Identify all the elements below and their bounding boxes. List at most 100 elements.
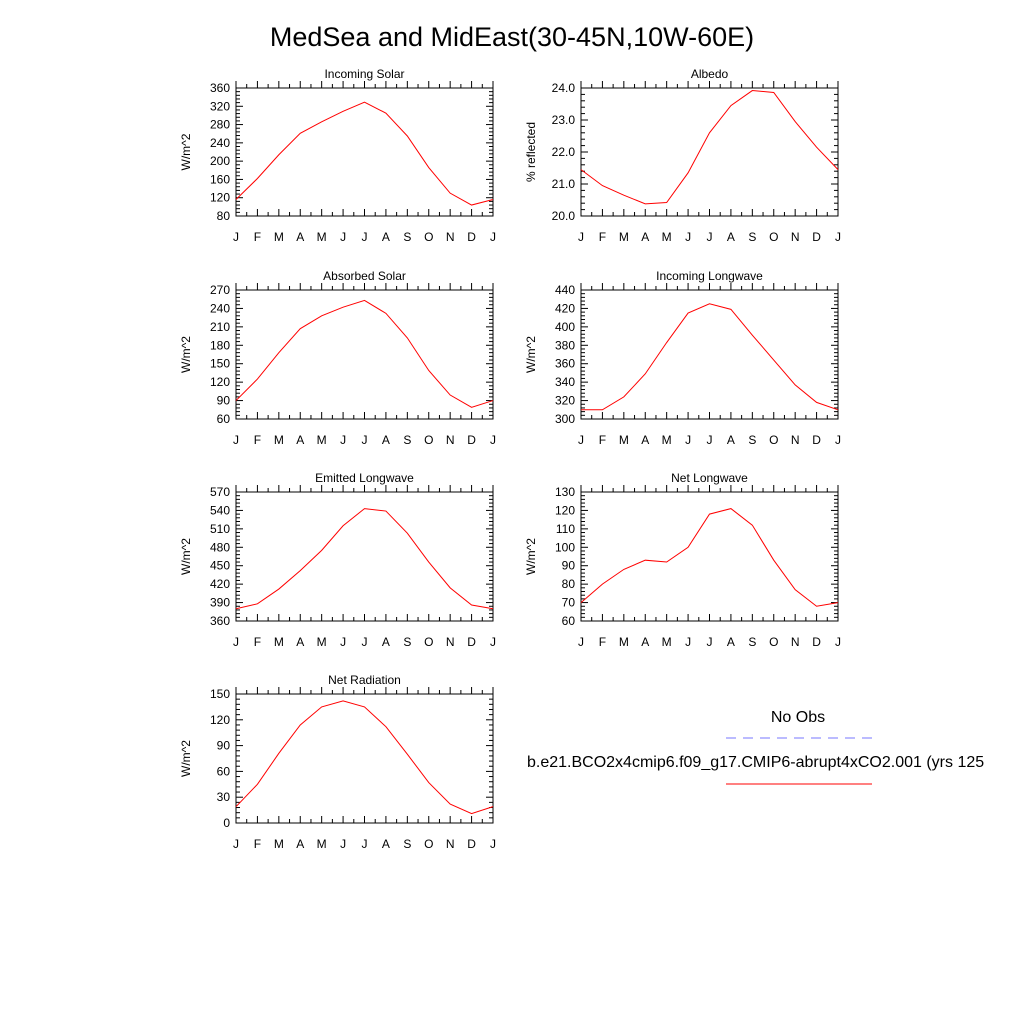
plot-frame [235, 693, 494, 824]
y-tick-label: 450 [210, 559, 230, 573]
x-tick-label: J [340, 433, 346, 447]
y-tick-label: 120 [210, 713, 230, 727]
panel: J F M A M J J A S O N D J360390420450480510540570Emi… [179, 471, 496, 649]
series-line [235, 508, 494, 610]
x-tick-label: M [274, 230, 284, 244]
y-tick-label: 60 [562, 614, 576, 628]
x-tick-label: J [685, 230, 691, 244]
x-tick-label: J [233, 230, 239, 244]
x-tick-label: A [382, 635, 390, 649]
x-tick-label: J [578, 230, 584, 244]
x-tick-label: F [599, 230, 606, 244]
y-axis-label: W/m^2 [179, 336, 193, 373]
plot-frame [235, 87, 494, 217]
x-tick-label: M [619, 433, 629, 447]
y-tick-label: 300 [555, 412, 575, 426]
y-tick-label: 390 [210, 596, 230, 610]
x-tick-label: M [274, 837, 284, 851]
x-tick-label: F [254, 635, 261, 649]
x-tick-label: N [791, 433, 800, 447]
y-tick-label: 280 [210, 118, 230, 132]
panel-title: Albedo [691, 67, 729, 81]
y-tick-label: 0 [223, 816, 230, 830]
y-tick-label: 120 [210, 375, 230, 389]
y-tick-label: 110 [556, 522, 575, 536]
x-tick-label: M [662, 635, 672, 649]
y-tick-label: 440 [555, 283, 575, 297]
panel: J F M A M J J A S O N D J300320340360380400420440Inc… [524, 269, 841, 447]
panel: J F M A M J J A S O N D J6090120150180210240270Absor… [179, 269, 496, 447]
y-tick-label: 80 [217, 209, 231, 223]
y-axis-label: W/m^2 [179, 538, 193, 575]
y-tick-label: 90 [217, 394, 231, 408]
y-tick-label: 100 [555, 540, 575, 554]
x-tick-label: N [446, 837, 455, 851]
legend-model-label: b.e21.BCO2x4cmip6.f09_g17.CMIP6-abrupt4x… [527, 754, 984, 771]
y-tick-label: 540 [210, 503, 230, 517]
x-tick-label: J [578, 433, 584, 447]
y-tick-label: 420 [555, 301, 575, 315]
x-tick-label: J [490, 230, 496, 244]
y-axis-label: % reflected [524, 122, 538, 182]
y-tick-label: 180 [210, 338, 230, 352]
y-tick-label: 420 [210, 577, 230, 591]
x-tick-label: M [619, 230, 629, 244]
x-tick-label: M [317, 635, 327, 649]
x-tick-label: A [296, 433, 304, 447]
y-tick-label: 570 [210, 485, 230, 499]
x-tick-label: A [382, 837, 390, 851]
x-tick-label: S [748, 635, 756, 649]
x-tick-label: J [233, 837, 239, 851]
panels: J F M A M J J A S O N D J80120160200240280320360Inco… [179, 67, 841, 851]
y-tick-label: 360 [210, 81, 230, 95]
y-tick-label: 24.0 [552, 81, 576, 95]
x-tick-label: J [707, 230, 713, 244]
x-tick-label: J [233, 635, 239, 649]
x-tick-label: A [641, 635, 649, 649]
y-tick-label: 400 [555, 320, 575, 334]
x-tick-label: A [296, 837, 304, 851]
x-tick-label: F [599, 635, 606, 649]
x-tick-label: M [662, 230, 672, 244]
y-tick-label: 270 [210, 283, 230, 297]
x-tick-label: D [467, 837, 476, 851]
x-tick-label: J [340, 837, 346, 851]
x-tick-label: J [835, 433, 841, 447]
x-tick-label: J [490, 635, 496, 649]
series-line [581, 303, 839, 411]
x-tick-label: O [769, 635, 778, 649]
y-tick-label: 70 [562, 596, 576, 610]
y-tick-label: 320 [555, 394, 575, 408]
plot-frame [235, 491, 494, 622]
y-tick-label: 320 [210, 99, 230, 113]
x-tick-label: F [599, 433, 606, 447]
x-tick-label: N [446, 635, 455, 649]
plot-frame [580, 491, 839, 622]
x-tick-label: S [403, 230, 411, 244]
series-line [580, 90, 839, 205]
x-tick-label: M [662, 433, 672, 447]
y-axis-label: W/m^2 [524, 538, 538, 575]
plot-frame [580, 87, 839, 217]
y-tick-label: 23.0 [552, 113, 576, 127]
x-tick-label: J [835, 635, 841, 649]
panel-title: Net Radiation [328, 673, 401, 687]
y-tick-label: 240 [210, 301, 230, 315]
plot-frame [235, 289, 494, 420]
y-tick-label: 240 [210, 136, 230, 150]
x-tick-label: O [424, 635, 433, 649]
x-tick-label: O [424, 230, 433, 244]
x-tick-label: J [362, 837, 368, 851]
x-tick-label: A [382, 433, 390, 447]
y-tick-label: 360 [555, 357, 575, 371]
x-tick-label: A [641, 433, 649, 447]
x-tick-label: A [727, 635, 735, 649]
panel-title: Incoming Longwave [656, 269, 763, 283]
x-tick-label: D [467, 230, 476, 244]
x-tick-label: S [403, 433, 411, 447]
series-line [235, 101, 494, 206]
x-tick-label: O [769, 433, 778, 447]
x-tick-label: S [403, 635, 411, 649]
y-tick-label: 20.0 [552, 209, 576, 223]
